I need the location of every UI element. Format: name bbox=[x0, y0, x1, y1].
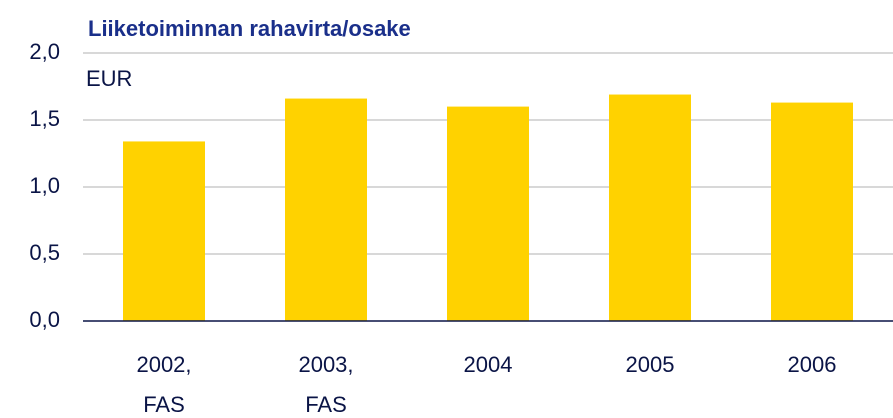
x-tick-label: 2003, FAS bbox=[298, 352, 354, 417]
x-tick-label: 2004 bbox=[463, 352, 513, 377]
bar bbox=[447, 106, 529, 321]
x-tick-label: 2005 bbox=[625, 352, 675, 377]
y-tick-label: 1,0 bbox=[29, 173, 60, 198]
unit-label: EUR bbox=[86, 66, 132, 91]
chart-title: Liiketoiminnan rahavirta/osake bbox=[88, 16, 411, 41]
bar bbox=[123, 141, 205, 321]
bar bbox=[285, 98, 367, 321]
y-tick-label: 1,5 bbox=[29, 106, 60, 131]
x-tick-label: 2002, FAS bbox=[136, 352, 192, 417]
bar bbox=[609, 94, 691, 321]
bar bbox=[771, 102, 853, 321]
y-tick-label: 0,5 bbox=[29, 240, 60, 265]
x-tick-label: 2006 bbox=[787, 352, 837, 377]
y-tick-label: 2,0 bbox=[29, 39, 60, 64]
y-tick-label: 0,0 bbox=[29, 307, 60, 332]
